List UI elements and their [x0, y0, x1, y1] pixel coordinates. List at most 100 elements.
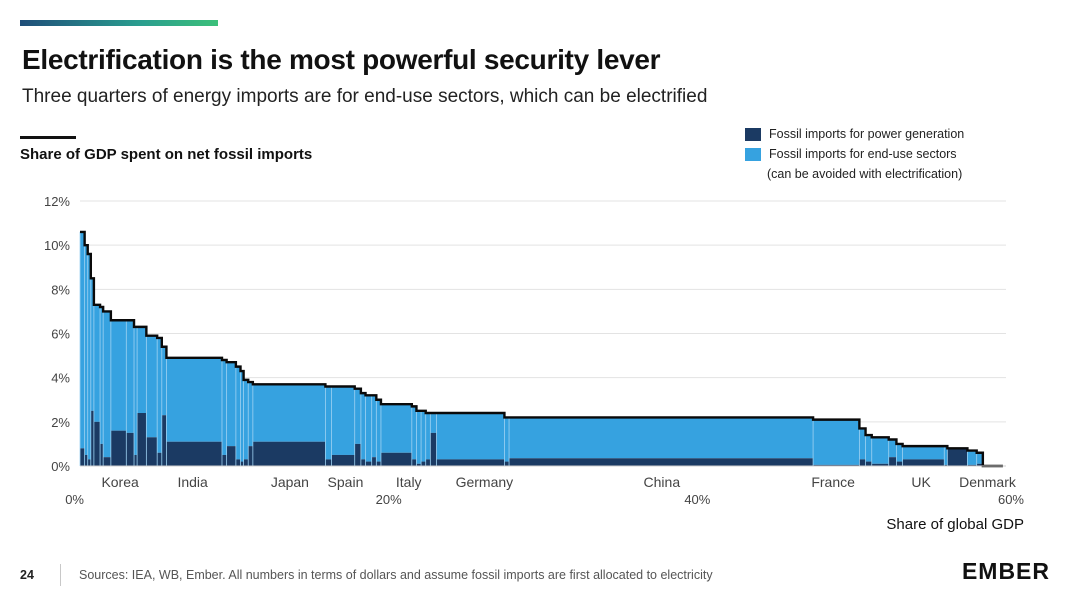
bar-power [380, 452, 412, 466]
page-title: Electrification is the most powerful sec… [22, 44, 661, 75]
country-label: India [177, 474, 208, 490]
bar-enduse [157, 337, 162, 453]
bar-power [421, 461, 426, 466]
bar-power [944, 464, 948, 466]
bar-enduse [896, 443, 903, 462]
country-label: Korea [101, 474, 139, 490]
chart-title-rule [20, 136, 76, 139]
y-tick-label: 2% [51, 415, 70, 430]
bar-power [161, 415, 167, 466]
footer: 24 Sources: IEA, WB, Ember. All numbers … [20, 564, 713, 586]
bar-power [93, 421, 101, 466]
bar-enduse [416, 410, 422, 464]
bar-enduse [411, 406, 417, 460]
bar-enduse [248, 382, 253, 447]
bar-enduse [221, 360, 227, 455]
footer-divider [60, 564, 61, 586]
bar-power [509, 458, 814, 466]
bar-power [84, 454, 88, 466]
legend-label-power: Fossil imports for power generation [769, 127, 965, 141]
bar-enduse [888, 439, 897, 458]
bar-power [813, 464, 860, 466]
bar-power [166, 441, 222, 466]
bar-enduse [813, 419, 860, 465]
country-label: Germany [456, 474, 514, 490]
bar-enduse [103, 311, 111, 458]
bar-enduse [243, 379, 249, 460]
legend-swatch-enduse [745, 147, 761, 161]
bar-power [137, 413, 147, 466]
bar-power [126, 432, 135, 466]
legend-item-enduse: Fossil imports for end-use sectors [745, 144, 964, 164]
bar-power [103, 457, 111, 466]
bar-enduse [84, 245, 88, 455]
bar-power [416, 463, 422, 466]
bar-enduse [421, 410, 426, 462]
legend-label-enduse: Fossil imports for end-use sectors [769, 147, 957, 161]
bar-power [504, 461, 510, 466]
bar-power [871, 463, 889, 466]
country-label: Japan [271, 474, 309, 490]
bar-power [888, 457, 897, 466]
bar-enduse [252, 384, 326, 442]
y-tick-label: 8% [51, 282, 70, 297]
bar-enduse [137, 326, 147, 413]
ember-logo: EMBER [961, 558, 1050, 584]
bar-power [365, 461, 372, 466]
bar-power [865, 461, 872, 466]
bar-enduse [360, 393, 366, 460]
bar-enduse [235, 366, 241, 460]
bar-power [376, 461, 381, 466]
bar-power [100, 443, 104, 466]
bar-enduse [376, 399, 381, 462]
bar-enduse [126, 320, 135, 433]
bar-power [976, 463, 983, 466]
bar-enduse [100, 307, 104, 444]
bar-power [360, 459, 366, 466]
y-tick-label: 0% [51, 459, 70, 474]
bar-enduse [504, 417, 510, 462]
bar-power [90, 410, 94, 466]
bar-enduse [436, 413, 505, 460]
bar-enduse [166, 357, 222, 442]
bar-enduse [240, 371, 244, 462]
y-tick-label: 6% [51, 327, 70, 342]
bar-power [331, 454, 355, 466]
bar-enduse [865, 435, 872, 462]
bar-enduse [93, 304, 101, 422]
y-tick-label: 10% [44, 238, 70, 253]
country-label: Italy [396, 474, 422, 490]
bar-power [411, 459, 417, 466]
country-label: China [644, 474, 681, 490]
bar-power [226, 446, 236, 466]
country-label: UK [911, 474, 931, 490]
bar-enduse [380, 404, 412, 453]
bar-power [967, 464, 977, 466]
bar-power [235, 459, 241, 466]
x-tick-label: 20% [376, 492, 402, 507]
bar-enduse [425, 413, 431, 460]
bar-power [325, 459, 332, 466]
y-tick-label: 4% [51, 371, 70, 386]
bar-power [371, 457, 377, 466]
bar-enduse [967, 450, 977, 465]
bar-enduse [354, 388, 361, 444]
bar-enduse [87, 254, 91, 460]
bar-power [80, 448, 85, 466]
country-label: Spain [328, 474, 364, 490]
legend-swatch-power [745, 127, 761, 141]
bar-enduse [226, 362, 236, 447]
x-tick-label: 40% [684, 492, 710, 507]
chart-legend: Fossil imports for power generation Foss… [745, 124, 964, 184]
page-number: 24 [20, 568, 34, 582]
bar-power [947, 448, 968, 466]
country-label: France [811, 474, 855, 490]
bar-enduse [902, 446, 945, 460]
top-accent-bar [20, 20, 218, 26]
bar-power [430, 432, 437, 466]
bar-power [146, 437, 158, 466]
legend-item-power: Fossil imports for power generation [745, 124, 964, 144]
y-tick-label: 12% [44, 194, 70, 209]
bar-power [110, 430, 127, 466]
